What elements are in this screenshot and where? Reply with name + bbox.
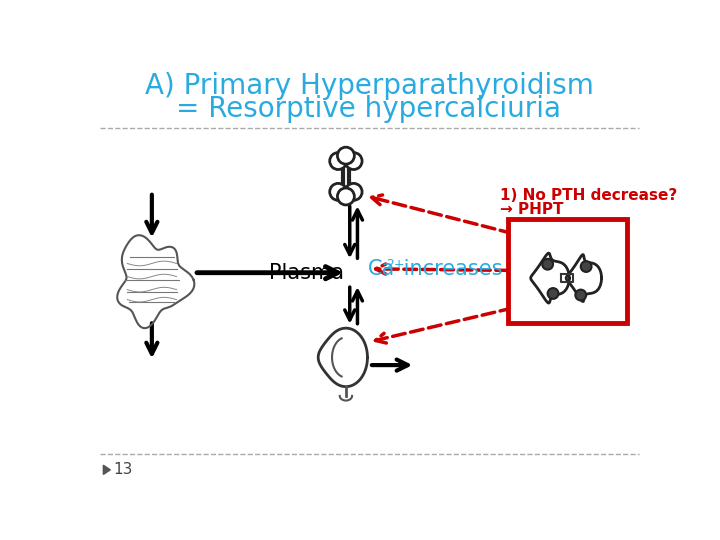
Polygon shape xyxy=(318,328,367,387)
Text: 1) No PTH decrease?: 1) No PTH decrease? xyxy=(500,188,677,203)
Circle shape xyxy=(345,184,362,200)
Circle shape xyxy=(338,188,354,205)
Text: → PHPT: → PHPT xyxy=(500,202,564,217)
Polygon shape xyxy=(117,235,194,328)
Polygon shape xyxy=(531,253,570,303)
Bar xyxy=(508,219,627,323)
Text: increases: increases xyxy=(397,259,503,279)
Polygon shape xyxy=(566,254,601,301)
Circle shape xyxy=(575,289,586,300)
Circle shape xyxy=(345,153,362,170)
Text: 2+: 2+ xyxy=(386,259,405,272)
Text: Ca: Ca xyxy=(367,259,395,279)
Polygon shape xyxy=(561,274,573,282)
Text: Plasma: Plasma xyxy=(269,262,344,283)
Polygon shape xyxy=(104,465,110,475)
Circle shape xyxy=(330,153,346,170)
Circle shape xyxy=(548,288,559,299)
Circle shape xyxy=(338,147,354,164)
Circle shape xyxy=(542,259,553,269)
Text: A) Primary Hyperparathyroidism: A) Primary Hyperparathyroidism xyxy=(145,72,593,100)
Text: = Resorptive hypercalciuria: = Resorptive hypercalciuria xyxy=(176,96,562,124)
Circle shape xyxy=(330,184,346,200)
Text: 13: 13 xyxy=(113,462,132,477)
Circle shape xyxy=(581,261,592,272)
